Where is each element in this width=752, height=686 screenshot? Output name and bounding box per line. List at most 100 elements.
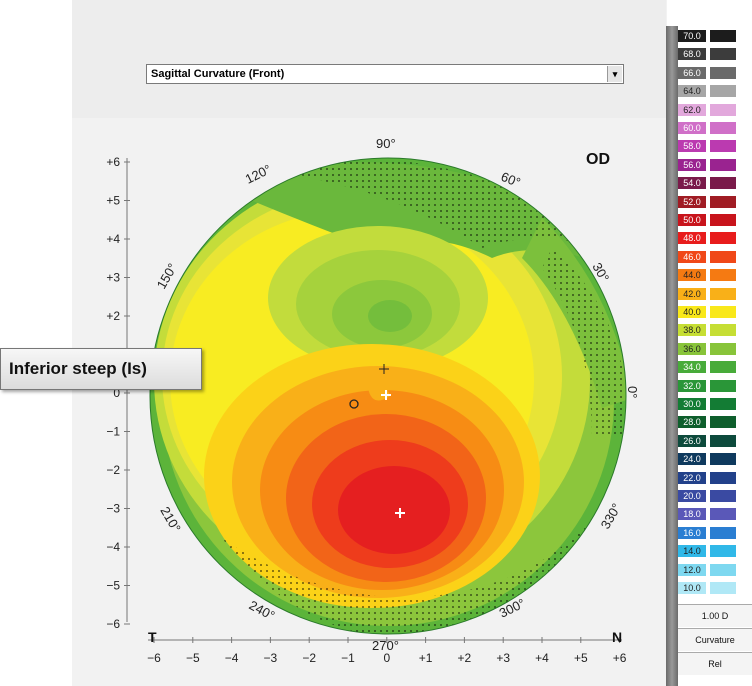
legend-value: 32.0 [678, 379, 706, 392]
legend-value: 46.0 [678, 250, 706, 263]
legend-color-bar [710, 66, 736, 79]
topography-map-area: +6 +5 +4 +3 +2 +1 0 −1 −2 −3 −4 −5 −6 −6 −5 −4 −3 −2 −1 0 +… [72, 118, 666, 686]
legend-tick [712, 78, 734, 80]
legend-value: 50.0 [678, 214, 706, 226]
legend-tick [712, 594, 734, 595]
panel-splitter[interactable] [666, 26, 678, 686]
legend-tick [712, 262, 734, 264]
angle-label-270: 270° [372, 638, 399, 653]
legend-value: 20.0 [678, 490, 706, 502]
legend-value: 56.0 [678, 158, 706, 171]
y-tick-label: +2 [106, 309, 120, 323]
legend-rel-button[interactable]: Rel [678, 652, 752, 675]
y-tick-label: −6 [106, 617, 120, 631]
map-markers [349, 364, 405, 518]
legend-color-bar [710, 30, 736, 42]
x-tick-label: 0 [383, 651, 390, 665]
annotation-text: Inferior steep (Is) [9, 359, 147, 378]
legend-tick [712, 115, 734, 117]
legend-color-bar [710, 398, 736, 410]
legend-tick [712, 502, 734, 503]
map-outline [149, 157, 627, 635]
angle-label-0: 0° [625, 386, 640, 398]
legend-value: 34.0 [678, 361, 706, 374]
legend-color-bar [710, 471, 736, 484]
y-tick-label: 0 [113, 386, 120, 400]
legend-tick [712, 483, 734, 485]
legend-tick [712, 373, 734, 375]
y-tick-label: −3 [106, 502, 120, 516]
legend-tick [712, 410, 734, 411]
y-axis: +6+5+4+3+2+10−1−2−3−4−5−6 [106, 155, 130, 631]
legend-color-bar [710, 85, 736, 98]
nasal-label: N [612, 629, 622, 645]
legend-value: 36.0 [678, 342, 706, 355]
legend-value: 16.0 [678, 526, 706, 539]
legend-tick [712, 575, 734, 577]
legend-value: 52.0 [678, 195, 706, 208]
angle-label-120: 120° [243, 161, 274, 186]
legend-tick [712, 538, 734, 540]
angle-label-60: 60° [499, 169, 523, 190]
legend-color-bar [710, 140, 736, 153]
legend-mode-button[interactable]: Curvature [678, 628, 752, 651]
legend-tick [712, 134, 734, 135]
legend-tick [712, 299, 734, 301]
legend-color-bar [710, 306, 736, 318]
legend-color-bar [710, 214, 736, 226]
legend-tick [712, 97, 734, 99]
legend-color-bar [710, 526, 736, 539]
legend-value: 58.0 [678, 140, 706, 153]
map-type-dropdown[interactable]: Sagittal Curvature (Front) ▾ [146, 64, 624, 84]
legend-value: 10.0 [678, 582, 706, 594]
chevron-down-icon[interactable]: ▾ [607, 66, 622, 82]
angle-label-90: 90° [376, 136, 396, 151]
y-tick-label: +3 [106, 271, 120, 285]
legend-color-bar [710, 361, 736, 374]
legend-tick [712, 446, 734, 448]
legend-color-bar [710, 324, 736, 337]
y-tick-label: −1 [106, 425, 120, 439]
legend-color-bar [710, 342, 736, 355]
legend-color-bar [710, 250, 736, 263]
legend-value: 30.0 [678, 398, 706, 410]
legend-tick [712, 557, 734, 559]
legend-value: 28.0 [678, 416, 706, 429]
legend-step: 1.00 D [678, 604, 752, 627]
x-tick-label: +6 [613, 651, 627, 665]
legend-color-bar [710, 453, 736, 466]
legend-color-bar [710, 177, 736, 190]
legend-tick [712, 42, 734, 43]
legend-color-bar [710, 48, 736, 61]
eye-label: OD [586, 151, 610, 168]
x-tick-label: +4 [535, 651, 549, 665]
legend-color-bar [710, 508, 736, 521]
legend-tick [712, 152, 734, 154]
x-tick-label: +5 [574, 651, 588, 665]
legend-tick [712, 170, 734, 172]
legend-value: 24.0 [678, 453, 706, 466]
legend-value: 12.0 [678, 563, 706, 576]
legend-color-bar [710, 158, 736, 171]
legend-color-bar [710, 490, 736, 502]
y-tick-label: +6 [106, 155, 120, 169]
legend-color-bar [710, 582, 736, 594]
x-tick-label: −2 [302, 651, 316, 665]
legend-tick [712, 226, 734, 227]
legend-value: 38.0 [678, 324, 706, 337]
x-tick-label: −4 [225, 651, 239, 665]
legend-value: 26.0 [678, 434, 706, 447]
legend-color-bar [710, 195, 736, 208]
legend-color-bar [710, 122, 736, 134]
topography-map[interactable]: +6 +5 +4 +3 +2 +1 0 −1 −2 −3 −4 −5 −6 −6 −5 −4 −3 −2 −1 0 +… [72, 118, 666, 686]
legend-color-bar [710, 287, 736, 300]
y-tick-label: −5 [106, 579, 120, 593]
legend-value: 40.0 [678, 306, 706, 318]
map-type-value: Sagittal Curvature (Front) [151, 68, 285, 80]
x-tick-label: −3 [264, 651, 278, 665]
legend-color-bar [710, 379, 736, 392]
x-axis: −6 −5 −4 −3 −2 −1 0 +1 +2 +3 +4 +5 +6 [147, 637, 627, 665]
annotation-callout: Inferior steep (Is) [0, 348, 202, 390]
legend-tick [712, 391, 734, 393]
legend-value: 48.0 [678, 232, 706, 245]
